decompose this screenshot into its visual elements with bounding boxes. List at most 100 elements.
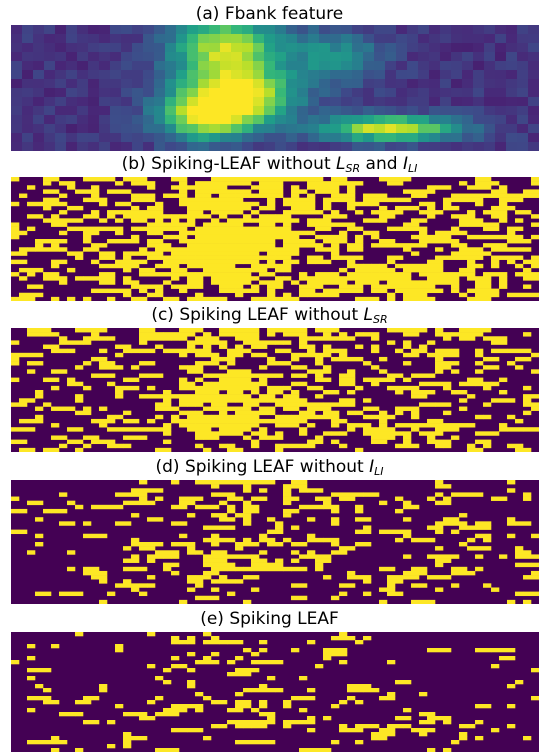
spike-cell	[491, 587, 500, 592]
heatmap-cell	[165, 52, 177, 62]
heatmap-cell	[44, 52, 56, 62]
spike-cell	[267, 517, 276, 522]
spike-cell	[179, 189, 188, 194]
spike-cell	[131, 226, 156, 232]
spike-cell	[51, 296, 60, 301]
heatmap-cell	[473, 79, 485, 89]
heatmap-cell	[242, 43, 254, 53]
spike-cell	[435, 332, 452, 337]
panel-b-symbol-1: L	[336, 154, 346, 174]
spike-cell	[291, 352, 300, 358]
spike-cell	[171, 640, 180, 645]
spike-cell	[379, 423, 388, 428]
spike-cell	[27, 740, 68, 745]
spike-cell	[475, 648, 492, 653]
spike-cell	[323, 431, 332, 436]
heatmap-cell	[517, 106, 529, 116]
spike-cell	[427, 575, 452, 580]
spike-cell	[347, 243, 364, 248]
spike-cell	[203, 406, 212, 411]
spike-cell	[419, 272, 428, 277]
spike-cell	[387, 197, 396, 203]
spike-cell	[179, 423, 188, 428]
spike-cell	[227, 423, 244, 428]
spike-cell	[251, 431, 260, 436]
spike-cell	[411, 193, 420, 198]
spike-cell	[211, 336, 220, 341]
spike-cell	[267, 214, 276, 219]
heatmap-cell	[187, 124, 199, 134]
spike-cell	[531, 562, 539, 568]
spike-cell	[331, 418, 348, 424]
heatmap-cell	[308, 97, 320, 107]
spike-cell	[459, 336, 476, 341]
heatmap-cell	[451, 25, 463, 35]
spike-cell	[275, 390, 284, 395]
spike-cell	[363, 197, 388, 203]
spike-cell	[107, 210, 116, 215]
heatmap-cell	[451, 61, 463, 71]
spike-cell	[379, 210, 396, 215]
spike-cell	[395, 579, 404, 584]
spike-cell	[523, 385, 532, 391]
spike-cell	[235, 234, 244, 240]
spiking-leaf-no-lsr-no-ili-raster	[11, 177, 539, 301]
heatmap-cell	[363, 79, 375, 89]
heatmap-cell	[341, 34, 353, 44]
heatmap-cell	[341, 25, 353, 35]
heatmap-cell	[242, 25, 254, 35]
spike-cell	[235, 259, 244, 265]
heatmap-cell	[77, 25, 89, 35]
spike-cell	[331, 439, 340, 445]
spike-cell	[291, 583, 308, 588]
spike-cell	[163, 243, 172, 248]
spike-cell	[483, 210, 492, 215]
spike-cell	[291, 373, 308, 378]
heatmap-cell	[55, 88, 67, 98]
spike-cell	[371, 414, 396, 420]
heatmap-cell	[396, 124, 408, 134]
heatmap-cell	[88, 142, 100, 151]
heatmap-cell	[275, 97, 287, 107]
heatmap-cell	[253, 133, 265, 143]
spike-cell	[219, 214, 228, 219]
spike-cell	[179, 214, 196, 219]
heatmap-cell	[429, 43, 441, 53]
spike-cell	[307, 423, 316, 428]
spike-cell	[11, 361, 20, 366]
spike-cell	[491, 189, 508, 194]
spike-cell	[435, 365, 452, 370]
spike-cell	[323, 648, 348, 653]
spike-cell	[115, 365, 124, 370]
spike-cell	[419, 344, 428, 349]
spike-cell	[347, 276, 356, 281]
spike-cell	[379, 410, 388, 416]
spike-cell	[515, 562, 532, 568]
spike-cell	[355, 542, 372, 547]
spike-cell	[19, 247, 28, 252]
spike-cell	[435, 558, 452, 563]
heatmap-cell	[88, 70, 100, 80]
heatmap-cell	[286, 106, 298, 116]
spike-cell	[219, 517, 228, 522]
spike-cell	[227, 222, 236, 227]
spike-cell	[531, 259, 539, 265]
spike-cell	[219, 525, 236, 530]
spike-cell	[179, 272, 196, 277]
spike-cell	[259, 720, 276, 725]
spike-cell	[315, 189, 340, 194]
spike-cell	[27, 550, 36, 555]
spike-cell	[35, 239, 44, 244]
heatmap-cell	[99, 70, 111, 80]
spike-cell	[467, 296, 484, 301]
spike-cell	[179, 365, 188, 370]
spike-cell	[131, 251, 164, 256]
spike-cell	[323, 344, 332, 349]
heatmap-cell	[66, 52, 78, 62]
heatmap-cell	[462, 79, 474, 89]
heatmap-cell	[418, 133, 430, 143]
spike-cell	[291, 595, 308, 601]
heatmap-cell	[396, 70, 408, 80]
spike-cell	[339, 591, 348, 597]
spike-cell	[467, 546, 492, 551]
